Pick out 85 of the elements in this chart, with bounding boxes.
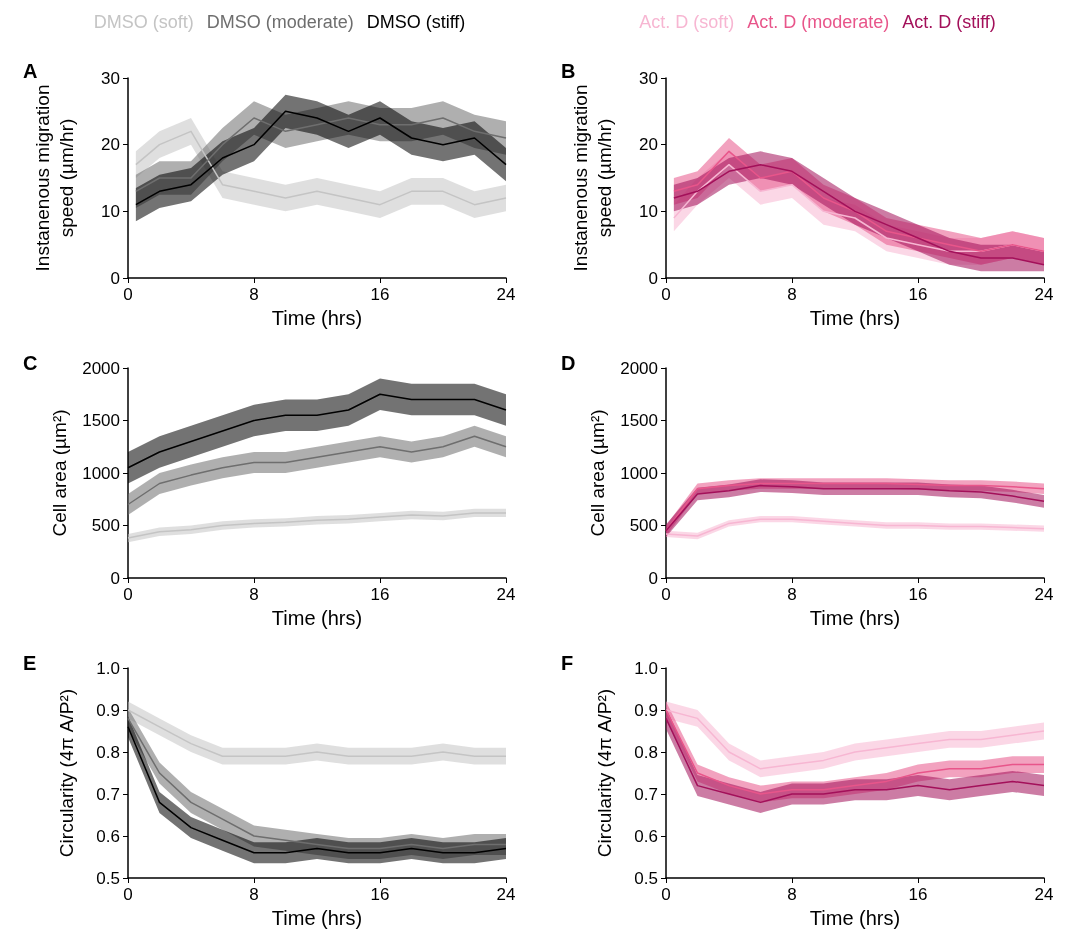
- text: Act. D (stiff): [902, 12, 996, 32]
- y-tick-label: 0: [648, 568, 658, 588]
- x-tick-label: 16: [370, 585, 390, 604]
- x-tick-label: 8: [787, 885, 797, 904]
- x-axis-title: Time (hrs): [271, 306, 363, 329]
- x-tick-label: 8: [249, 585, 259, 604]
- y-tick-label: 500: [91, 516, 120, 535]
- y-tick-label: 0.7: [96, 784, 120, 804]
- y-tick-label: 20: [101, 135, 120, 155]
- x-axis-title: Time (hrs): [271, 606, 363, 629]
- y-tick-label: 0: [110, 568, 120, 588]
- y-tick-label: 10: [639, 201, 658, 221]
- y-tick-label: 10: [101, 201, 120, 221]
- y-tick-label: 0.5: [634, 868, 658, 888]
- text: DMSO (moderate): [206, 12, 354, 32]
- y-tick-label: 30: [639, 68, 658, 88]
- x-tick-label: 0: [123, 885, 133, 904]
- y-tick-label: 2000: [82, 358, 120, 378]
- x-tick-label: 8: [787, 285, 797, 304]
- line-series: [665, 709, 1045, 795]
- y-axis-title: Cell area (µm²): [586, 409, 608, 537]
- y-tick-label: 20: [639, 135, 658, 155]
- y-tick-label: 1.0: [634, 658, 658, 678]
- y-tick-label: 0.9: [634, 700, 658, 720]
- text: DMSO (stiff): [366, 12, 466, 32]
- line-series: [665, 709, 1045, 770]
- x-tick-label: 24: [496, 585, 516, 604]
- x-tick-label: 8: [787, 585, 797, 604]
- x-tick-label: 0: [661, 285, 671, 304]
- y-tick-label: 500: [629, 516, 658, 535]
- y-axis-title: Cell area (µm²): [48, 409, 70, 537]
- x-tick-label: 8: [249, 885, 259, 904]
- y-tick-label: 1.0: [96, 658, 120, 678]
- x-tick-label: 0: [661, 585, 671, 604]
- y-tick-label: 1000: [620, 463, 658, 483]
- x-tick-label: 16: [908, 885, 928, 904]
- x-tick-label: 16: [908, 585, 928, 604]
- chart-title: B: [561, 60, 576, 82]
- x-tick-label: 0: [123, 285, 133, 304]
- y-axis-title: Instanenous migration speed (µm/hr): [569, 84, 615, 272]
- x-axis-title: Time (hrs): [809, 906, 901, 929]
- line-series: [127, 435, 507, 506]
- chart-title: D: [561, 352, 576, 374]
- x-axis-title: Time (hrs): [809, 606, 901, 629]
- chart-title: C: [23, 352, 38, 374]
- x-tick-label: 24: [496, 885, 516, 904]
- y-tick-label: 0.8: [96, 742, 120, 762]
- y-tick-label: 0.6: [96, 826, 120, 846]
- line-series: [127, 709, 507, 757]
- y-tick-label: 1500: [620, 411, 658, 430]
- chart-title: E: [23, 652, 37, 674]
- chart-title: A: [23, 60, 38, 82]
- text: DMSO (soft): [93, 12, 194, 32]
- y-tick-label: 0: [648, 268, 658, 288]
- text: Act. D (soft): [639, 12, 735, 32]
- y-tick-label: 1000: [82, 463, 120, 483]
- y-tick-label: 0.5: [96, 868, 120, 888]
- x-tick-label: 16: [370, 285, 390, 304]
- y-tick-label: 2000: [620, 358, 658, 378]
- y-tick-label: 0: [110, 268, 120, 288]
- y-tick-label: 30: [101, 68, 120, 88]
- x-tick-label: 24: [1034, 585, 1054, 604]
- line-series: [135, 130, 507, 206]
- x-tick-label: 24: [1034, 885, 1054, 904]
- text: Act. D (moderate): [747, 12, 890, 32]
- x-tick-label: 0: [661, 885, 671, 904]
- x-axis-title: Time (hrs): [271, 906, 363, 929]
- x-tick-label: 16: [908, 285, 928, 304]
- y-axis-title: Instanenous migration speed (µm/hr): [31, 84, 77, 272]
- x-tick-label: 16: [370, 885, 390, 904]
- x-tick-label: 24: [1034, 285, 1054, 304]
- x-tick-label: 24: [496, 285, 516, 304]
- line-series: [135, 117, 507, 193]
- y-tick-label: 0.7: [634, 784, 658, 804]
- y-tick-label: 0.9: [96, 700, 120, 720]
- y-axis-title: Circularity (4π A/P²): [55, 688, 77, 858]
- x-axis-title: Time (hrs): [809, 306, 901, 329]
- chart-title: F: [561, 652, 574, 674]
- y-tick-label: 1500: [82, 411, 120, 430]
- y-tick-label: 0.8: [634, 742, 658, 762]
- x-tick-label: 8: [249, 285, 259, 304]
- y-axis-title: Circularity (4π A/P²): [593, 688, 615, 858]
- line-series: [665, 717, 1045, 804]
- y-tick-label: 0.6: [634, 826, 658, 846]
- x-tick-label: 0: [123, 585, 133, 604]
